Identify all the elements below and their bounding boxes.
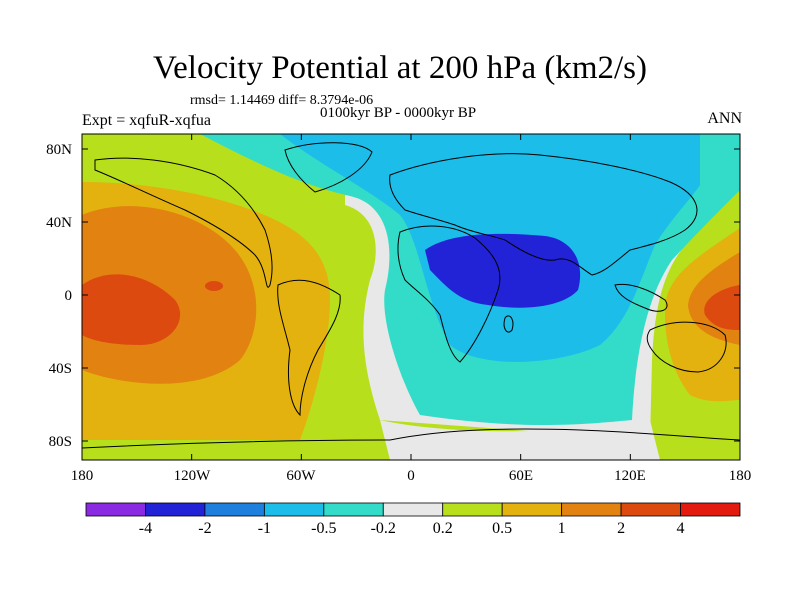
axis-ticks [81, 134, 741, 460]
colorbar-label: 4 [676, 520, 685, 537]
coastline-south-america [277, 279, 341, 417]
lon-label-60e: 60E [508, 468, 534, 484]
colorbar-label: -4 [138, 520, 153, 537]
colorbar [85, 502, 741, 517]
colorbar-swatch [204, 502, 265, 517]
colorbar-label: 0.2 [432, 520, 453, 537]
colorbar-swatch [85, 502, 146, 517]
coastlines [82, 142, 740, 449]
coastline-greenland [284, 142, 373, 193]
coastline-eurasia [389, 153, 698, 276]
colorbar-swatch [263, 502, 325, 517]
colorbar-swatch [382, 502, 444, 517]
lat-label-eq: 0 [64, 288, 73, 304]
lon-label-60w: 60W [286, 468, 316, 484]
colorbar-swatch [561, 502, 622, 517]
lon-label-120e: 120E [614, 468, 646, 484]
positive-region-max-small [205, 281, 223, 291]
lat-label-80n: 80N [46, 142, 72, 158]
colorbar-label: 0.5 [492, 520, 513, 537]
lon-label-180e: 180 [728, 468, 752, 484]
colorbar-swatch [442, 502, 503, 517]
contour-field [82, 134, 740, 460]
lat-label-80s: 80S [48, 434, 72, 450]
map-title: Velocity Potential at 200 hPa (km2/s) [152, 50, 648, 86]
lon-label-180w: 180 [70, 468, 94, 484]
coastline-australia [646, 321, 727, 373]
colorbar-label: 2 [617, 520, 626, 537]
lon-label-120w: 120W [173, 468, 211, 484]
colorbar-swatch [680, 502, 741, 517]
colorbar-label: -2 [198, 520, 212, 537]
colorbar-swatch [323, 502, 384, 517]
lon-label-0: 0 [407, 468, 415, 484]
colorbar-label: -0.2 [370, 520, 396, 537]
coastline-north-america [94, 157, 273, 288]
colorbar-swatch [501, 502, 563, 517]
season-label: ANN [707, 110, 742, 127]
positive-region-max [82, 274, 181, 345]
lat-label-40n: 40N [46, 215, 72, 231]
colorbar-label: -1 [257, 520, 272, 537]
negative-region-strong [425, 233, 581, 308]
coastline-antarctica [82, 428, 740, 449]
lat-label-40s: 40S [48, 361, 72, 377]
coastline-madagascar [503, 315, 514, 333]
coastline-indonesia [614, 283, 668, 312]
colorbar-label: -0.5 [311, 520, 337, 537]
coastline-africa [397, 225, 501, 363]
period-text: 0100kyr BP - 0000kyr BP [320, 105, 477, 121]
stats-text: rmsd= 1.14469 diff= 8.3794e-06 [190, 93, 374, 108]
positive-region-east-max [704, 285, 740, 330]
experiment-label: Expt = xqfuR-xqfua [82, 112, 211, 129]
colorbar-swatch [620, 502, 681, 517]
colorbar-label: 1 [557, 520, 566, 537]
colorbar-swatch [145, 502, 206, 517]
